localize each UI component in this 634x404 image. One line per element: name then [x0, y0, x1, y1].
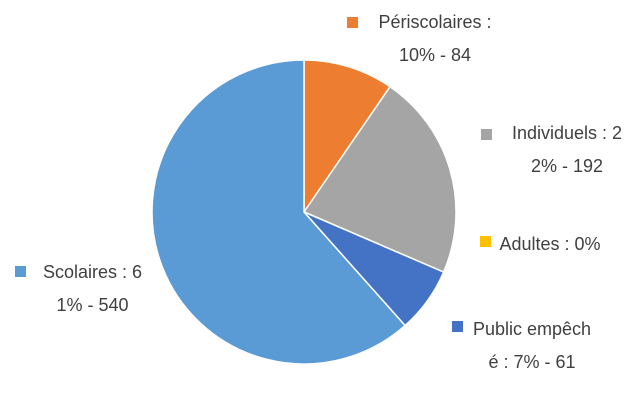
data-label: Scolaires : 61% - 540: [42, 262, 143, 315]
data-label: Public empêché : 7% - 61: [472, 319, 592, 372]
pie-slice: [303, 59, 392, 215]
pie-slice: [151, 59, 407, 365]
data-label: Adultes : 0%: [499, 234, 601, 254]
label-key: [347, 17, 358, 28]
data-label: Périscolaires : 10% - 84: [378, 12, 492, 65]
pie-slice: [302, 85, 457, 274]
label-key: [481, 129, 492, 140]
label-key: [452, 321, 463, 332]
data-label: Individuels : 22% - 192: [511, 123, 623, 176]
label-key: [15, 266, 26, 277]
label-key: [480, 236, 491, 247]
